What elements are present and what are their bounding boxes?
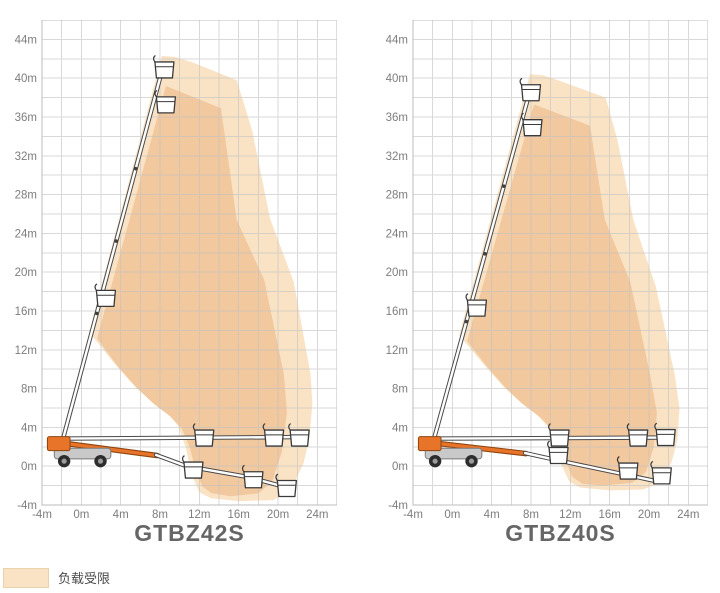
y-axis-tick-label: 20m [15,267,37,279]
y-axis-tick-label: 44m [386,34,408,46]
platform-basket [548,423,570,447]
boom-lift-illustration [417,77,676,485]
platform-basket [519,77,542,102]
legend: 负载受限 [3,567,110,588]
x-axis-tick-label: 20m [267,509,289,521]
chart-title-gtbz40s: GTBZ40S [505,520,616,546]
platform-basket [94,283,117,308]
y-axis-tick-label: 8m [21,384,37,396]
x-axis-tick-label: 16m [598,509,620,521]
y-axis-tick-label: 8m [392,384,408,396]
plot-border [41,20,337,506]
platform-basket [288,423,310,447]
x-axis-tick-label: 8m [152,509,168,521]
x-axis-tick-label: 0m [444,509,460,521]
platform-basket [152,54,175,79]
x-axis-tick-label: -4m [32,509,52,521]
platform-basket [262,423,285,447]
y-axis-tick-label: -4m [17,500,37,512]
platform-basket [275,473,297,498]
x-axis-tick-label: 24m [677,509,699,521]
chart-canvas-gtbz42s: 44m 40m 36m 32m 28m 24m 20m 16m 12m 8m 4m 0m -4m-4m 0… [15,20,337,521]
platform-basket [547,440,569,465]
platform-basket [626,423,649,447]
plot-border [412,20,708,506]
work-envelope-chart-gtbz40s: 44m 40m 36m 32m 28m 24m 20m 16m 12m 8m 4m 0m -4m -4m 0… [371,20,708,546]
turntable [417,436,442,452]
y-axis-tick-label: 40m [386,73,408,85]
y-axis-tick-label: 20m [386,267,408,279]
y-axis-tick-label: 16m [15,306,37,318]
platform-basket [192,423,215,447]
y-axis-tick-label: 28m [386,190,408,202]
work-envelope-chart-gtbz42s: 44m 40m 36m 32m 28m 24m 20m 16m 12m 8m 4m 0m -4m -4m 0… [0,20,337,546]
platform-basket [616,456,639,480]
axis-labels: 44m 40m 36m 32m 28m 24m 20m 16m 12m 8m 4m 0m -4m-4m 0… [386,34,700,521]
boom-lift-illustration [46,54,310,498]
y-axis-tick-label: 40m [15,73,37,85]
envelope-normal [467,104,657,486]
x-axis-tick-label: 4m [113,509,129,521]
y-axis-tick-label: 12m [15,345,37,357]
grid [41,20,337,506]
platform-basket [650,460,672,485]
y-axis-tick-label: 36m [386,112,408,124]
y-axis-tick-label: 44m [15,34,37,46]
y-axis-tick-label: 32m [386,151,408,163]
x-axis-tick-label: 4m [484,509,500,521]
turntable [46,436,71,452]
y-axis-tick-label: 24m [386,228,408,240]
x-axis-tick-label: 12m [559,509,581,521]
platform-basket [521,112,543,137]
legend-label: 负载受限 [58,571,111,586]
y-axis-tick-label: 4m [21,422,37,434]
platform-basket [241,464,264,489]
y-axis-tick-label: -4m [388,500,408,512]
platform-basket [154,89,177,114]
x-axis-tick-label: 20m [638,509,660,521]
platform-basket [465,293,488,317]
platform-basket [654,422,676,447]
x-axis-tick-label: 0m [73,509,89,521]
y-axis-tick-label: 4m [392,422,408,434]
x-axis-tick-label: 8m [523,509,539,521]
y-axis-tick-label: 36m [15,112,37,124]
x-axis-tick-label: 24m [306,509,328,521]
y-axis-tick-label: 0m [392,461,408,473]
x-axis-tick-label: 16m [227,509,249,521]
y-axis-tick-label: 28m [15,190,37,202]
chart-title-gtbz42s: GTBZ42S [134,520,245,546]
axis-labels: 44m 40m 36m 32m 28m 24m 20m 16m 12m 8m 4m 0m -4m-4m 0… [15,34,329,521]
legend-swatch-load-limited [3,567,49,588]
chart-canvas-gtbz40s: 44m 40m 36m 32m 28m 24m 20m 16m 12m 8m 4m 0m -4m-4m 0… [386,20,708,521]
y-axis-tick-label: 0m [21,461,37,473]
y-axis-tick-label: 16m [386,306,408,318]
y-axis-tick-label: 32m [15,151,37,163]
x-axis-tick-label: -4m [403,509,423,521]
y-axis-tick-label: 12m [386,345,408,357]
x-axis-tick-label: 12m [188,509,210,521]
platform-basket [181,455,204,479]
y-axis-tick-label: 24m [15,228,37,240]
